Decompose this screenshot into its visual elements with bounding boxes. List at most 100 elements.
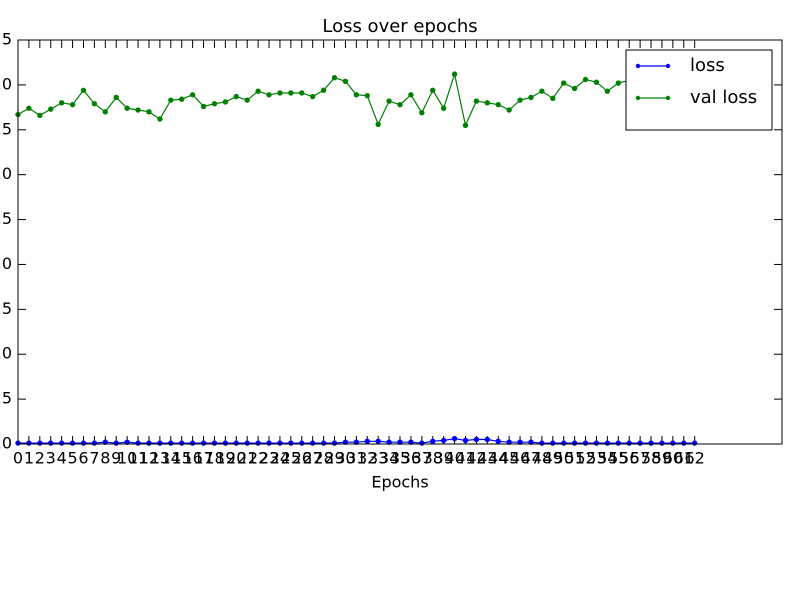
point bbox=[430, 87, 436, 93]
point bbox=[397, 101, 403, 108]
point bbox=[473, 436, 480, 443]
point bbox=[320, 440, 327, 446]
x-tick-label: 41 bbox=[455, 449, 475, 468]
x-tick-label: 37 bbox=[412, 449, 432, 468]
legend-label: loss bbox=[690, 55, 725, 76]
y-tick-label: 0.0 bbox=[0, 434, 12, 453]
legend: loss val loss bbox=[625, 49, 773, 131]
point bbox=[561, 80, 567, 86]
point bbox=[37, 440, 43, 446]
y-tick-label: 4.0 bbox=[0, 74, 12, 93]
point bbox=[528, 94, 534, 101]
point bbox=[48, 440, 54, 446]
point bbox=[157, 116, 163, 122]
point bbox=[440, 105, 447, 111]
x-tick-label: 34 bbox=[379, 449, 399, 468]
x-tick-label: 53 bbox=[586, 449, 606, 468]
point bbox=[233, 93, 239, 100]
point bbox=[593, 79, 600, 85]
x-tick-label: 57 bbox=[630, 449, 650, 468]
point bbox=[615, 440, 621, 446]
legend-marker bbox=[665, 63, 671, 69]
x-tick-label: 59 bbox=[652, 449, 672, 468]
point bbox=[91, 440, 98, 446]
point bbox=[582, 76, 589, 83]
y-tick-label: 4.5 bbox=[0, 30, 12, 49]
point bbox=[550, 440, 556, 446]
x-tick-label: 32 bbox=[357, 449, 377, 468]
point bbox=[484, 436, 491, 443]
point bbox=[440, 437, 447, 444]
point bbox=[593, 440, 600, 446]
x-tick-label: 2 bbox=[35, 449, 45, 468]
x-tick-label: 27 bbox=[303, 449, 323, 468]
point bbox=[626, 440, 632, 446]
x-tick-label: 62 bbox=[685, 449, 705, 468]
point bbox=[222, 440, 229, 446]
point bbox=[539, 88, 545, 94]
point bbox=[309, 93, 316, 100]
point bbox=[419, 440, 425, 446]
point bbox=[288, 90, 294, 96]
point bbox=[69, 440, 76, 446]
x-axis-label: Epochs bbox=[371, 473, 428, 492]
x-tick-label: 50 bbox=[554, 449, 574, 468]
y-tick-label: 2.5 bbox=[0, 209, 12, 228]
point bbox=[320, 87, 327, 93]
point bbox=[648, 440, 654, 446]
point bbox=[26, 440, 32, 446]
x-tick-label: 45 bbox=[499, 449, 519, 468]
point bbox=[331, 440, 338, 446]
point bbox=[430, 438, 436, 445]
point bbox=[615, 80, 621, 86]
point bbox=[233, 440, 239, 446]
legend-marker bbox=[635, 95, 641, 101]
point bbox=[364, 438, 370, 445]
point bbox=[604, 88, 611, 94]
x-tick-label: 7 bbox=[89, 449, 99, 468]
x-tick-label: 19 bbox=[215, 449, 235, 468]
x-tick-label: 49 bbox=[543, 449, 563, 468]
legend-label: val loss bbox=[690, 87, 757, 108]
x-tick-label: 22 bbox=[248, 449, 268, 468]
x-tick-label: 25 bbox=[281, 449, 301, 468]
point bbox=[146, 440, 152, 446]
y-tick-label: 3.0 bbox=[0, 164, 12, 183]
point bbox=[69, 101, 76, 108]
x-tick-label: 35 bbox=[390, 449, 410, 468]
point bbox=[408, 92, 414, 98]
x-tick-label: 8 bbox=[100, 449, 110, 468]
point bbox=[157, 440, 163, 446]
point bbox=[462, 437, 469, 444]
x-tick-label: 23 bbox=[259, 449, 279, 468]
x-tick-label: 24 bbox=[270, 449, 290, 468]
y-tick-label: 0.5 bbox=[0, 389, 12, 408]
point bbox=[299, 440, 305, 446]
point bbox=[386, 98, 392, 104]
x-tick-label: 30 bbox=[335, 449, 355, 468]
x-tick-label: 13 bbox=[150, 449, 170, 468]
point bbox=[200, 103, 207, 110]
point bbox=[179, 96, 185, 102]
point bbox=[495, 101, 501, 108]
x-tick-label: 51 bbox=[564, 449, 584, 468]
point bbox=[539, 440, 545, 446]
x-tick-label: 1 bbox=[24, 449, 34, 468]
x-tick-label: 4 bbox=[57, 449, 67, 468]
x-tick-label: 47 bbox=[521, 449, 541, 468]
point bbox=[277, 440, 283, 446]
x-tick-label: 26 bbox=[292, 449, 312, 468]
point bbox=[353, 92, 360, 98]
x-tick-label: 39 bbox=[433, 449, 453, 468]
x-tick-label: 28 bbox=[313, 449, 333, 468]
point bbox=[375, 438, 381, 445]
point bbox=[637, 440, 643, 446]
point bbox=[495, 438, 501, 445]
point bbox=[26, 105, 32, 111]
x-tick-label: 52 bbox=[575, 449, 595, 468]
point bbox=[604, 440, 611, 446]
point bbox=[80, 440, 87, 446]
point bbox=[179, 440, 185, 446]
point bbox=[331, 75, 338, 81]
x-tick-label: 3 bbox=[46, 449, 56, 468]
